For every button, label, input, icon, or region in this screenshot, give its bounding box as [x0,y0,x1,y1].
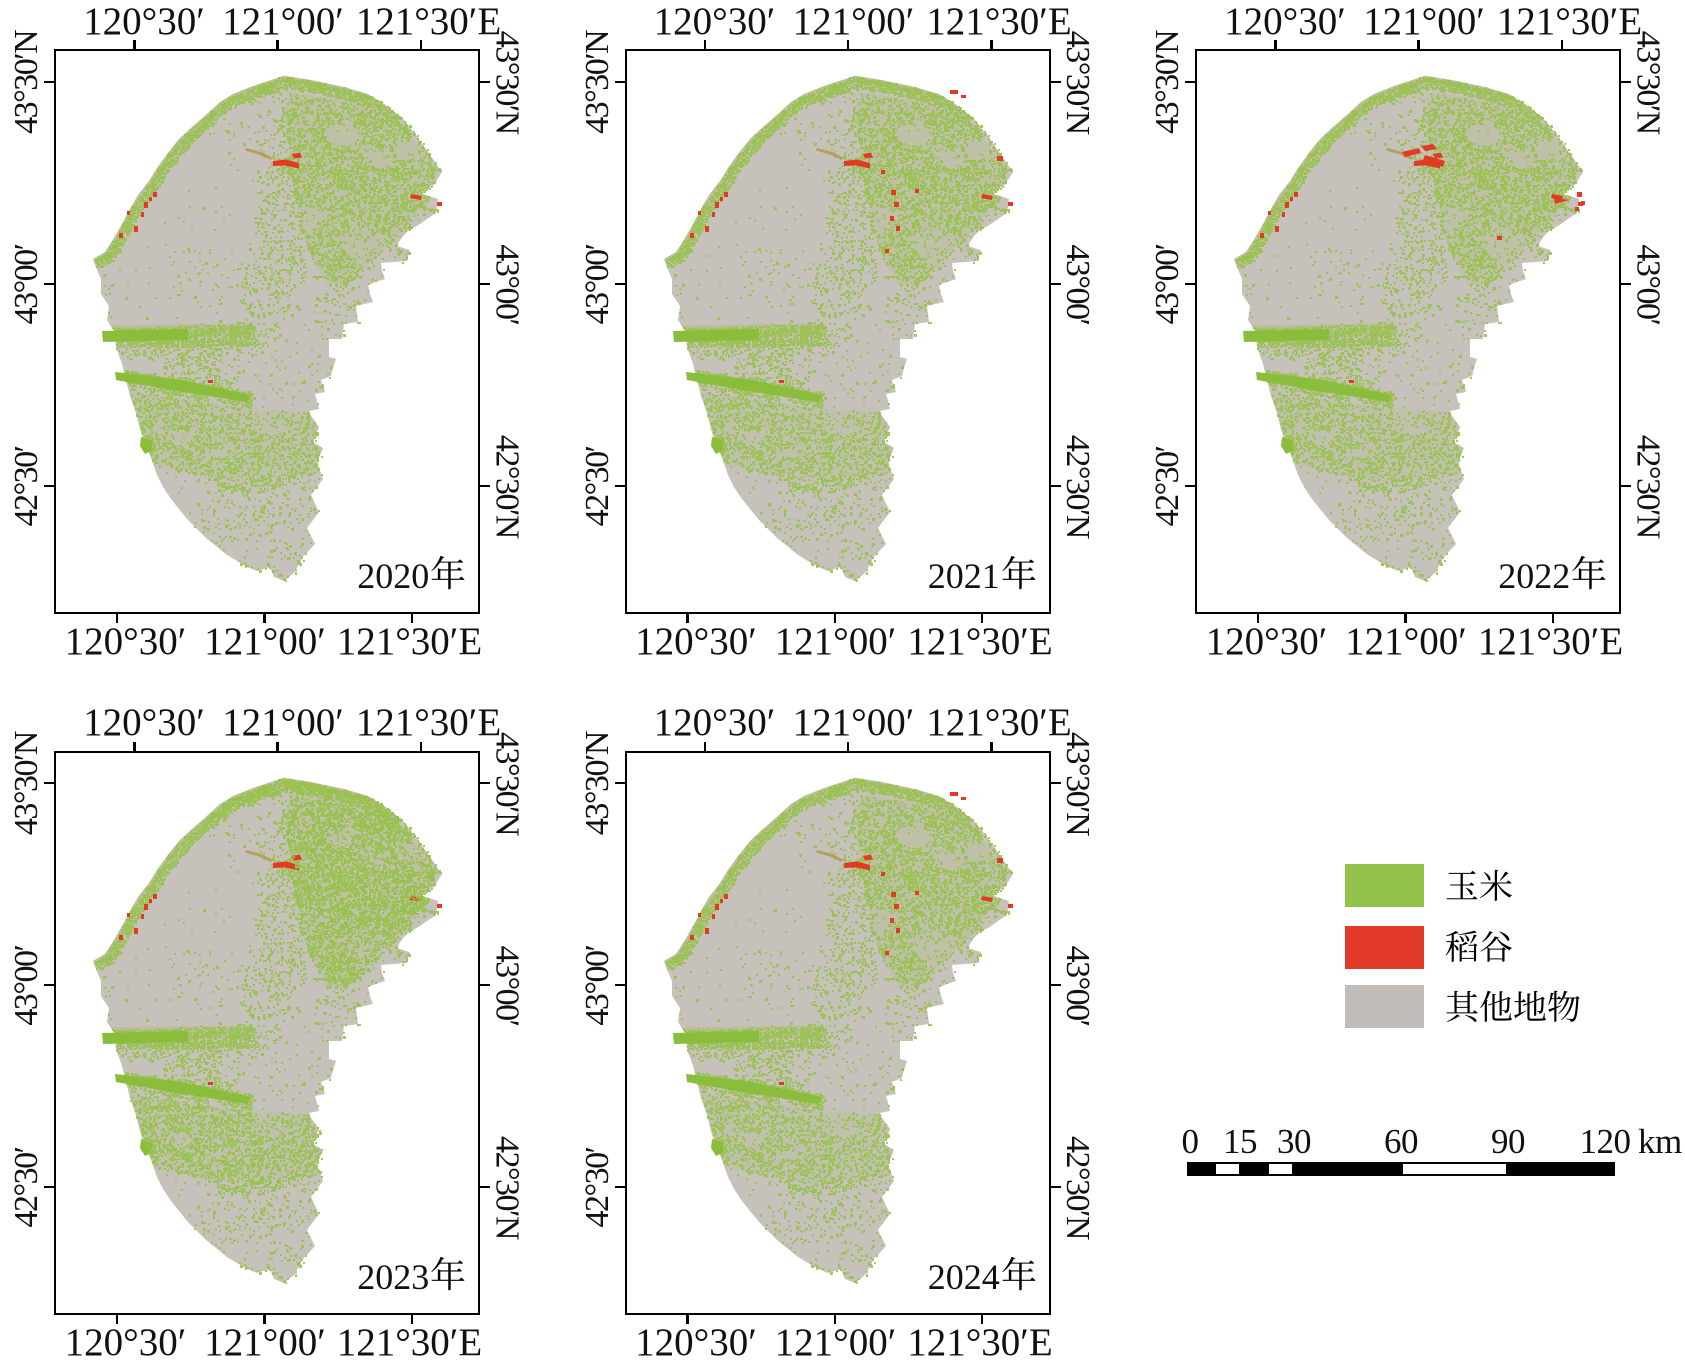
svg-text:43°30′N: 43°30′N [489,31,526,135]
svg-text:43°30′N: 43°30′N [1059,732,1096,836]
svg-text:43°00′: 43°00′ [489,244,526,324]
svg-text:43°30′N: 43°30′N [489,732,526,836]
svg-text:43°30′N: 43°30′N [8,30,45,134]
svg-text:42°30′N: 42°30′N [1059,1136,1096,1240]
svg-text:43°00′: 43°00′ [1059,946,1096,1026]
svg-text:42°30′N: 42°30′N [489,435,526,539]
svg-text:42°30′: 42°30′ [1149,446,1186,526]
svg-text:43°00′: 43°00′ [8,946,45,1026]
svg-text:43°30′N: 43°30′N [8,731,45,835]
svg-text:43°00′: 43°00′ [1149,244,1186,324]
svg-text:43°30′N: 43°30′N [1059,31,1096,135]
svg-text:42°30′: 42°30′ [579,446,616,526]
svg-text:43°00′: 43°00′ [489,946,526,1026]
svg-text:43°00′: 43°00′ [579,946,616,1026]
svg-text:43°30′N: 43°30′N [1630,31,1667,135]
svg-text:43°30′N: 43°30′N [579,731,616,835]
svg-text:42°30′N: 42°30′N [489,1136,526,1240]
svg-text:43°30′N: 43°30′N [1149,30,1186,134]
svg-text:43°00′: 43°00′ [579,244,616,324]
svg-text:43°00′: 43°00′ [1059,244,1096,324]
svg-text:42°30′: 42°30′ [8,446,45,526]
svg-text:42°30′: 42°30′ [579,1147,616,1227]
svg-text:43°00′: 43°00′ [8,244,45,324]
svg-text:42°30′N: 42°30′N [1059,435,1096,539]
svg-text:42°30′: 42°30′ [8,1147,45,1227]
svg-text:43°30′N: 43°30′N [579,30,616,134]
svg-text:42°30′N: 42°30′N [1630,435,1667,539]
svg-text:43°00′: 43°00′ [1630,244,1667,324]
